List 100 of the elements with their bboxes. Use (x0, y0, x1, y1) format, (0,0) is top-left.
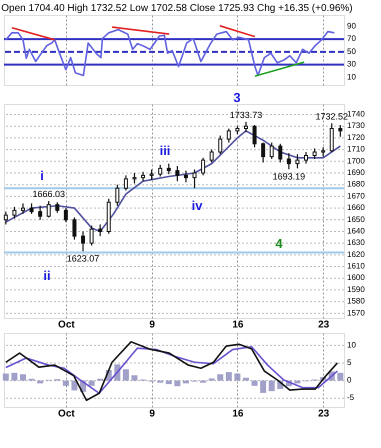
y-tick-label: 1630 (347, 238, 366, 248)
bar (88, 380, 95, 386)
bar (208, 378, 215, 381)
bar (226, 372, 232, 381)
bar (2, 374, 9, 381)
x-tick-label: Oct (58, 320, 76, 330)
bar (234, 374, 240, 381)
y-tick-label: 1680 (347, 180, 366, 189)
y-tick-label: 1610 (347, 262, 366, 271)
y-tick-label: 1580 (347, 296, 366, 306)
x-tick-label: 9 (149, 408, 156, 420)
bar (268, 380, 275, 392)
candlestick (141, 171, 146, 182)
candlestick (321, 146, 326, 158)
candlestick (304, 151, 308, 164)
y-tick-label: 1700 (347, 156, 366, 166)
line-series (5, 346, 338, 394)
candlestick (295, 154, 300, 169)
y-tick-label: -5 (347, 393, 355, 402)
x-tick-label: 23 (318, 408, 330, 420)
y-tick-label: 1730 (347, 121, 366, 130)
candlestick (226, 128, 231, 144)
bar (20, 374, 26, 381)
candlestick (30, 202, 34, 215)
candlestick (278, 143, 282, 164)
candlestick (150, 168, 154, 181)
candlestick (4, 210, 8, 226)
annotation: 1732.52 (315, 111, 348, 122)
candlestick (115, 184, 120, 206)
candlestick (270, 142, 274, 160)
bar (37, 380, 44, 384)
y-tick-label: 1570 (347, 308, 366, 318)
candlestick (192, 168, 197, 189)
candlestick (72, 216, 76, 240)
x-tick-label: 16 (232, 320, 244, 330)
chart-title: Open 1704.40 High 1732.52 Low 1702.58 Close 1725.93 Chg +16.35 (+0.96%) (1, 3, 353, 14)
candlestick (244, 121, 248, 133)
y-tick-label: 90 (347, 21, 356, 30)
y-tick-label: 1660 (347, 203, 366, 212)
candlestick (90, 225, 94, 246)
annotation: 1623.07 (66, 253, 100, 264)
y-tick-label: 1650 (347, 214, 366, 224)
bar (294, 380, 300, 384)
y-tick-label: 1710 (347, 144, 366, 154)
bar (182, 380, 189, 384)
candlestick (175, 165, 180, 182)
candlestick (184, 170, 188, 183)
y-tick-label: 0 (347, 376, 352, 385)
candlestick (218, 134, 222, 155)
y-tick-label: 1620 (347, 250, 366, 259)
line-series (5, 341, 338, 402)
annotation: ii (43, 268, 51, 283)
y-tick-label: 50 (347, 46, 356, 56)
candlestick (286, 152, 291, 170)
bar (122, 369, 129, 381)
y-tick-label: 1640 (347, 226, 366, 236)
y-tick-label: 30 (347, 60, 356, 69)
annotation: i (40, 168, 44, 183)
candlestick (158, 164, 162, 178)
candlestick (46, 200, 51, 218)
y-tick-label: 10 (347, 72, 356, 82)
candlestick (166, 163, 171, 175)
bar (166, 380, 172, 384)
annotation: 3 (233, 90, 241, 105)
y-tick-label: 70 (347, 34, 356, 44)
bar (337, 372, 344, 381)
candlestick (330, 122, 334, 153)
y-tick-label: 1690 (347, 168, 366, 177)
candlestick (20, 202, 25, 215)
candlestick (261, 142, 266, 164)
y-tick-label: 1720 (347, 132, 366, 142)
y-tick-label: 1670 (347, 191, 366, 200)
annotation: iv (192, 198, 204, 213)
candlestick (12, 206, 16, 220)
candlestick (81, 230, 86, 252)
candlestick (210, 149, 214, 164)
candlestick (98, 224, 102, 237)
candlestick (38, 205, 42, 220)
line-series (5, 28, 336, 76)
y-tick-label: 10 (347, 340, 356, 350)
annotation: iii (160, 143, 170, 158)
bar (252, 380, 258, 386)
bar (260, 380, 266, 393)
bar (217, 374, 224, 381)
x-tick-label: 16 (232, 408, 244, 420)
candlestick (338, 124, 342, 138)
annotation: 4 (275, 236, 284, 251)
x-tick-label: 23 (318, 320, 330, 330)
y-tick-label: 1740 (347, 110, 366, 119)
candlestick (252, 124, 257, 148)
candlestick (64, 207, 68, 223)
bar (71, 380, 78, 390)
bar (174, 380, 180, 386)
bar (131, 375, 138, 381)
annotation: 1733.73 (230, 110, 262, 120)
candlestick (312, 148, 317, 160)
y-tick-label: 1590 (347, 284, 366, 294)
candlestick (55, 202, 60, 214)
y-tick-label: 5 (347, 358, 352, 367)
annotation: 1693.19 (272, 171, 306, 182)
